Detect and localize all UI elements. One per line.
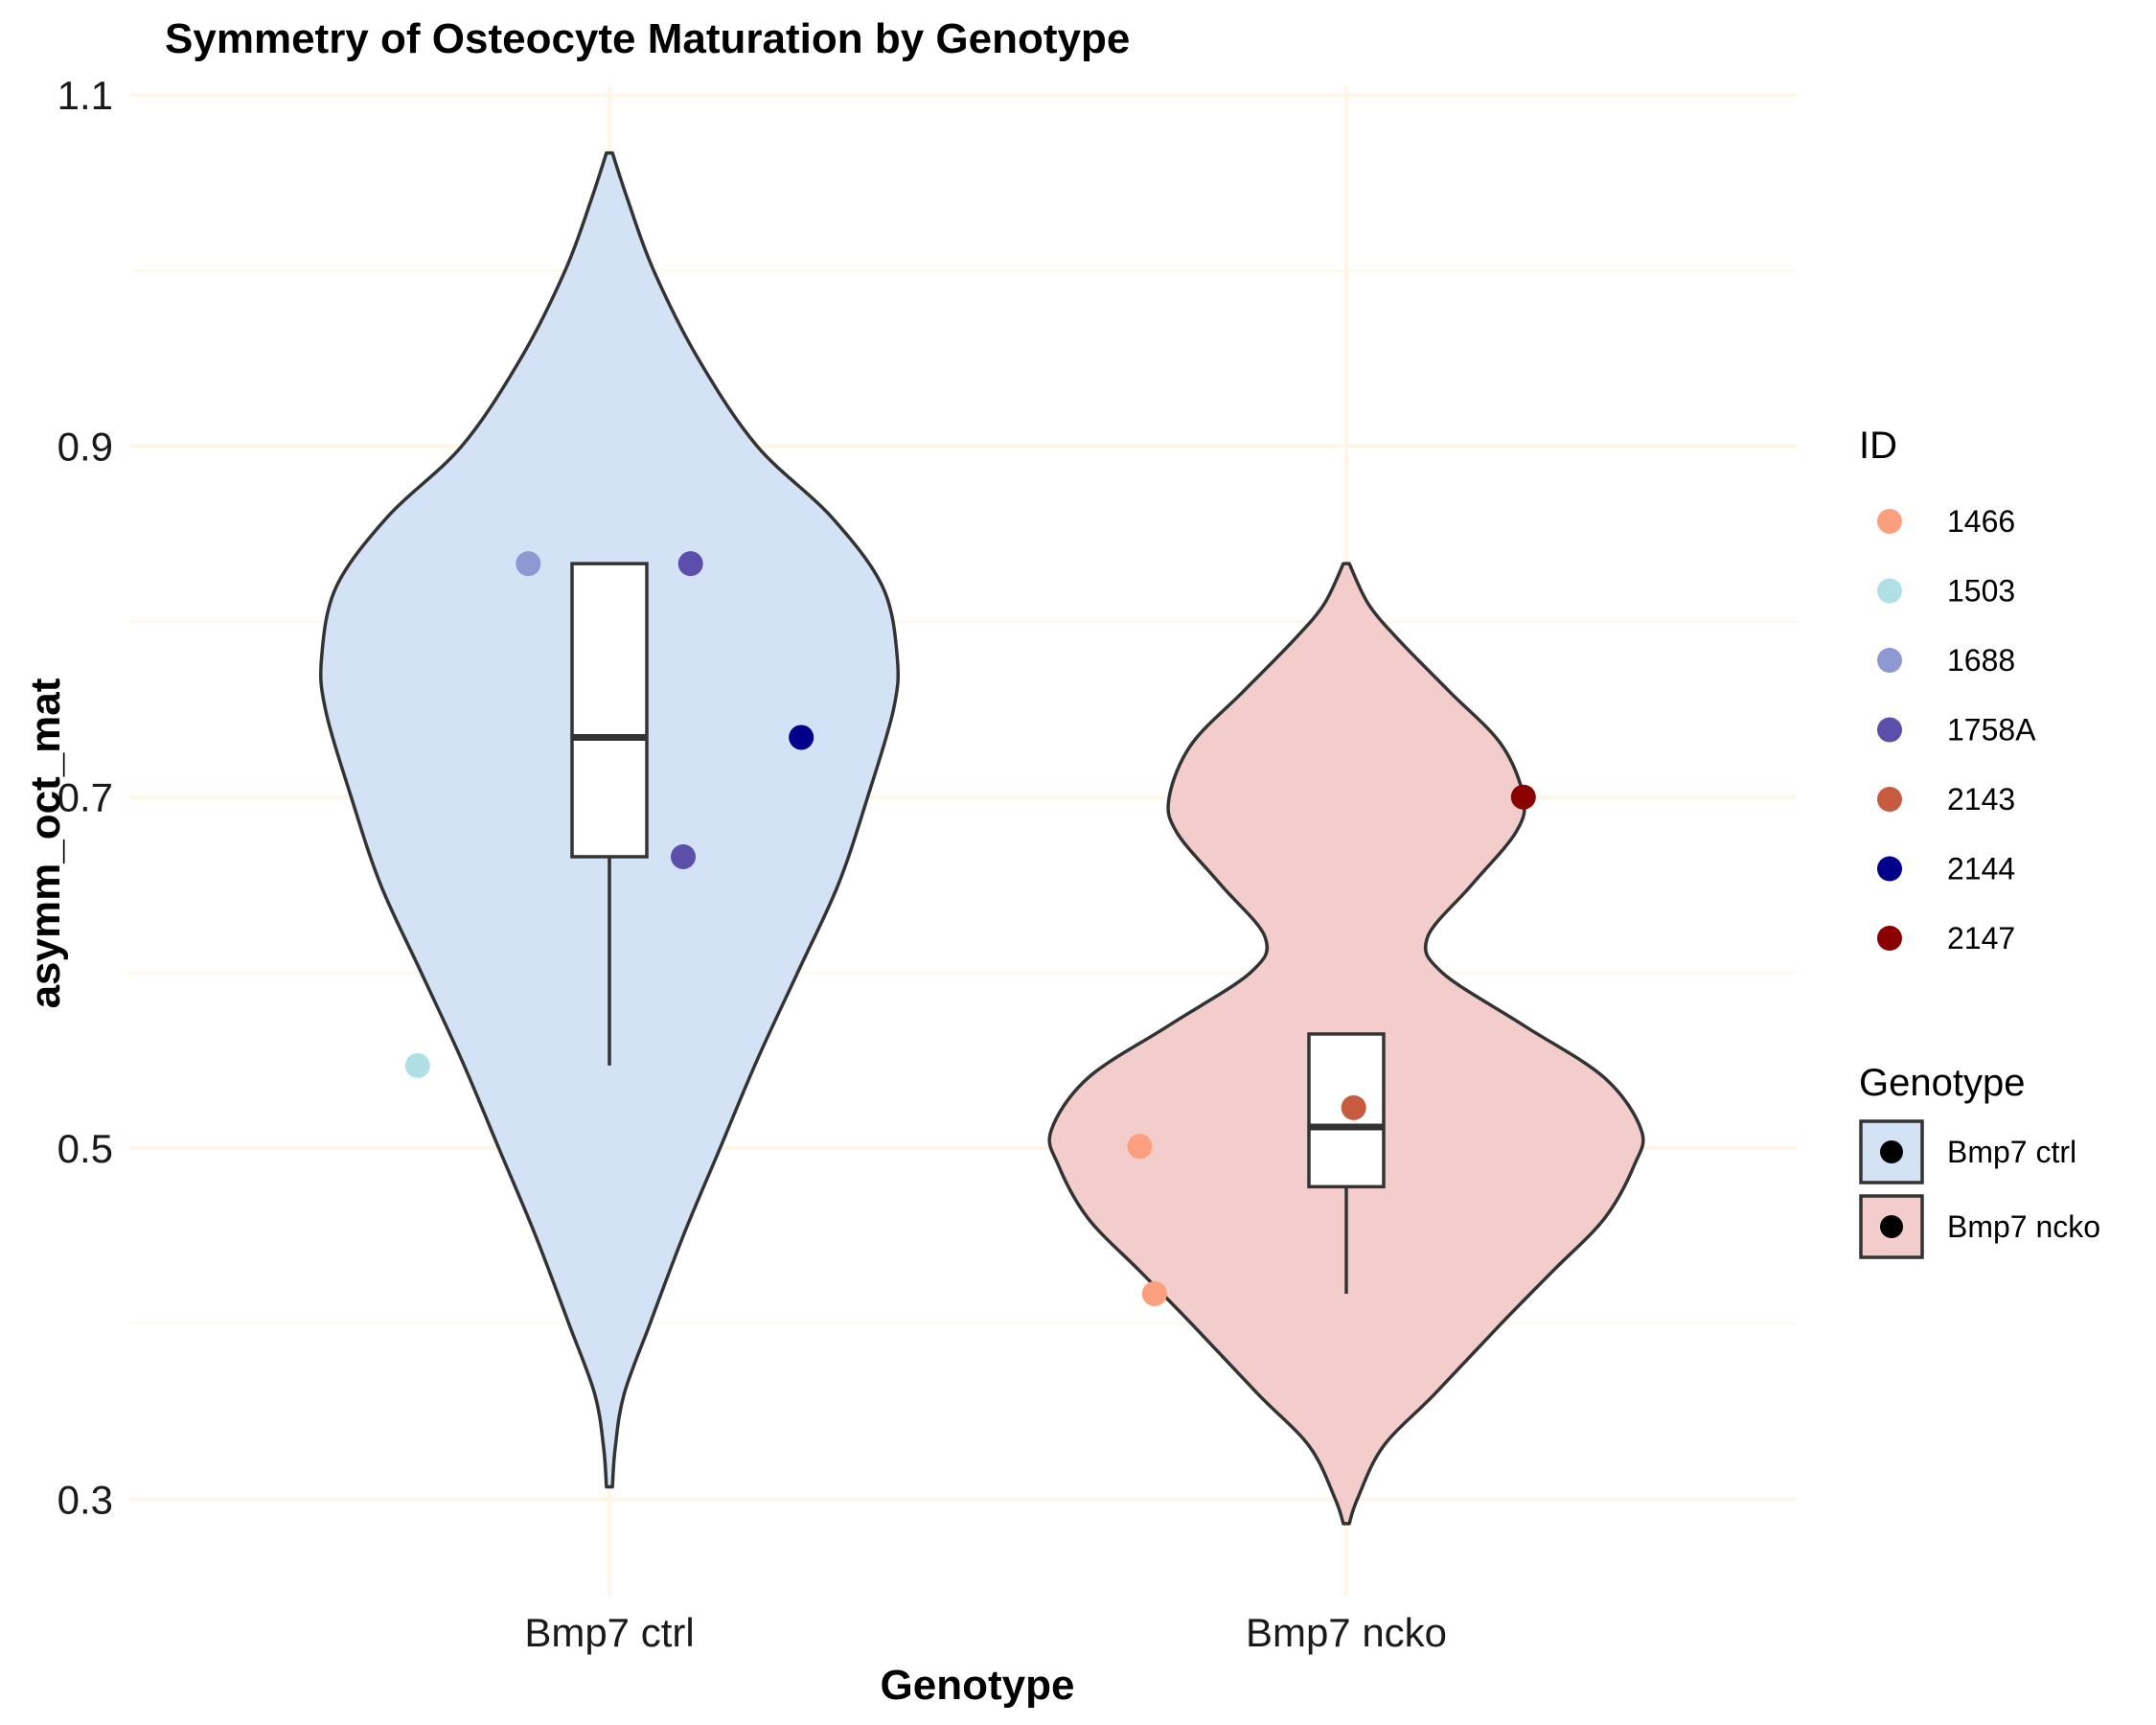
data-point-2143 — [1341, 1094, 1366, 1120]
data-point-1758A — [671, 843, 696, 869]
data-point-1758A — [677, 551, 703, 577]
legend-id-label: 1503 — [1947, 574, 2015, 609]
data-point-1503 — [404, 1052, 430, 1078]
legend-id-key — [1877, 648, 1902, 673]
legend-id-label: 1688 — [1947, 643, 2015, 678]
legend-genotype-title: Genotype — [1859, 1062, 2025, 1104]
legend-id-label: 1466 — [1947, 504, 2015, 539]
legend-id-key — [1877, 787, 1902, 812]
data-point-1688 — [516, 551, 541, 577]
y-axis-ticks: 0.3 0.5 0.7 0.9 1.1 — [57, 73, 113, 1522]
legend-id-key — [1877, 509, 1902, 534]
y-axis-title: asymm_oct_mat — [22, 678, 69, 1008]
legend-id-key — [1877, 926, 1902, 951]
y-tick-label: 0.7 — [57, 775, 113, 820]
y-tick-label: 1.1 — [57, 73, 113, 118]
legend-id-label: 2147 — [1947, 921, 2015, 955]
legend-id-key — [1877, 856, 1902, 882]
y-tick-label: 0.3 — [57, 1477, 113, 1522]
legend-id-label: 2144 — [1947, 852, 2015, 886]
data-point-1466 — [1141, 1281, 1167, 1306]
legend-id-label: 1758A — [1947, 713, 2036, 748]
x-tick-label: Bmp7 ncko — [1246, 1610, 1447, 1655]
data-points — [404, 551, 1536, 1306]
data-point-2147 — [1510, 784, 1536, 810]
legend-genotype-point — [1880, 1140, 1903, 1163]
legend-genotype-label: Bmp7 ctrl — [1947, 1135, 2076, 1169]
legend-genotype-point — [1880, 1215, 1903, 1238]
box-iqr — [570, 562, 649, 859]
x-axis-ticks: Bmp7 ctrl Bmp7 ncko — [524, 1610, 1447, 1655]
x-axis-title: Genotype — [881, 1662, 1075, 1709]
data-point-1466 — [1127, 1134, 1153, 1160]
legend-id: ID 1466 1503 1688 1758A 2143 2144 2147 — [1859, 425, 2036, 955]
y-tick-label: 0.9 — [57, 424, 113, 469]
data-point-2144 — [789, 724, 814, 750]
legend-id-label: 2143 — [1947, 782, 2015, 816]
legend-genotype-label: Bmp7 ncko — [1947, 1209, 2100, 1244]
x-tick-label: Bmp7 ctrl — [524, 1610, 694, 1655]
legend-id-key — [1877, 578, 1902, 604]
chart-title: Symmetry of Osteocyte Maturation by Geno… — [165, 15, 1130, 62]
legend-genotype: Genotype Bmp7 ctrl Bmp7 ncko — [1859, 1062, 2100, 1259]
legend-id-key — [1877, 717, 1902, 743]
y-tick-label: 0.5 — [57, 1126, 113, 1171]
legend-id-title: ID — [1859, 425, 1897, 467]
